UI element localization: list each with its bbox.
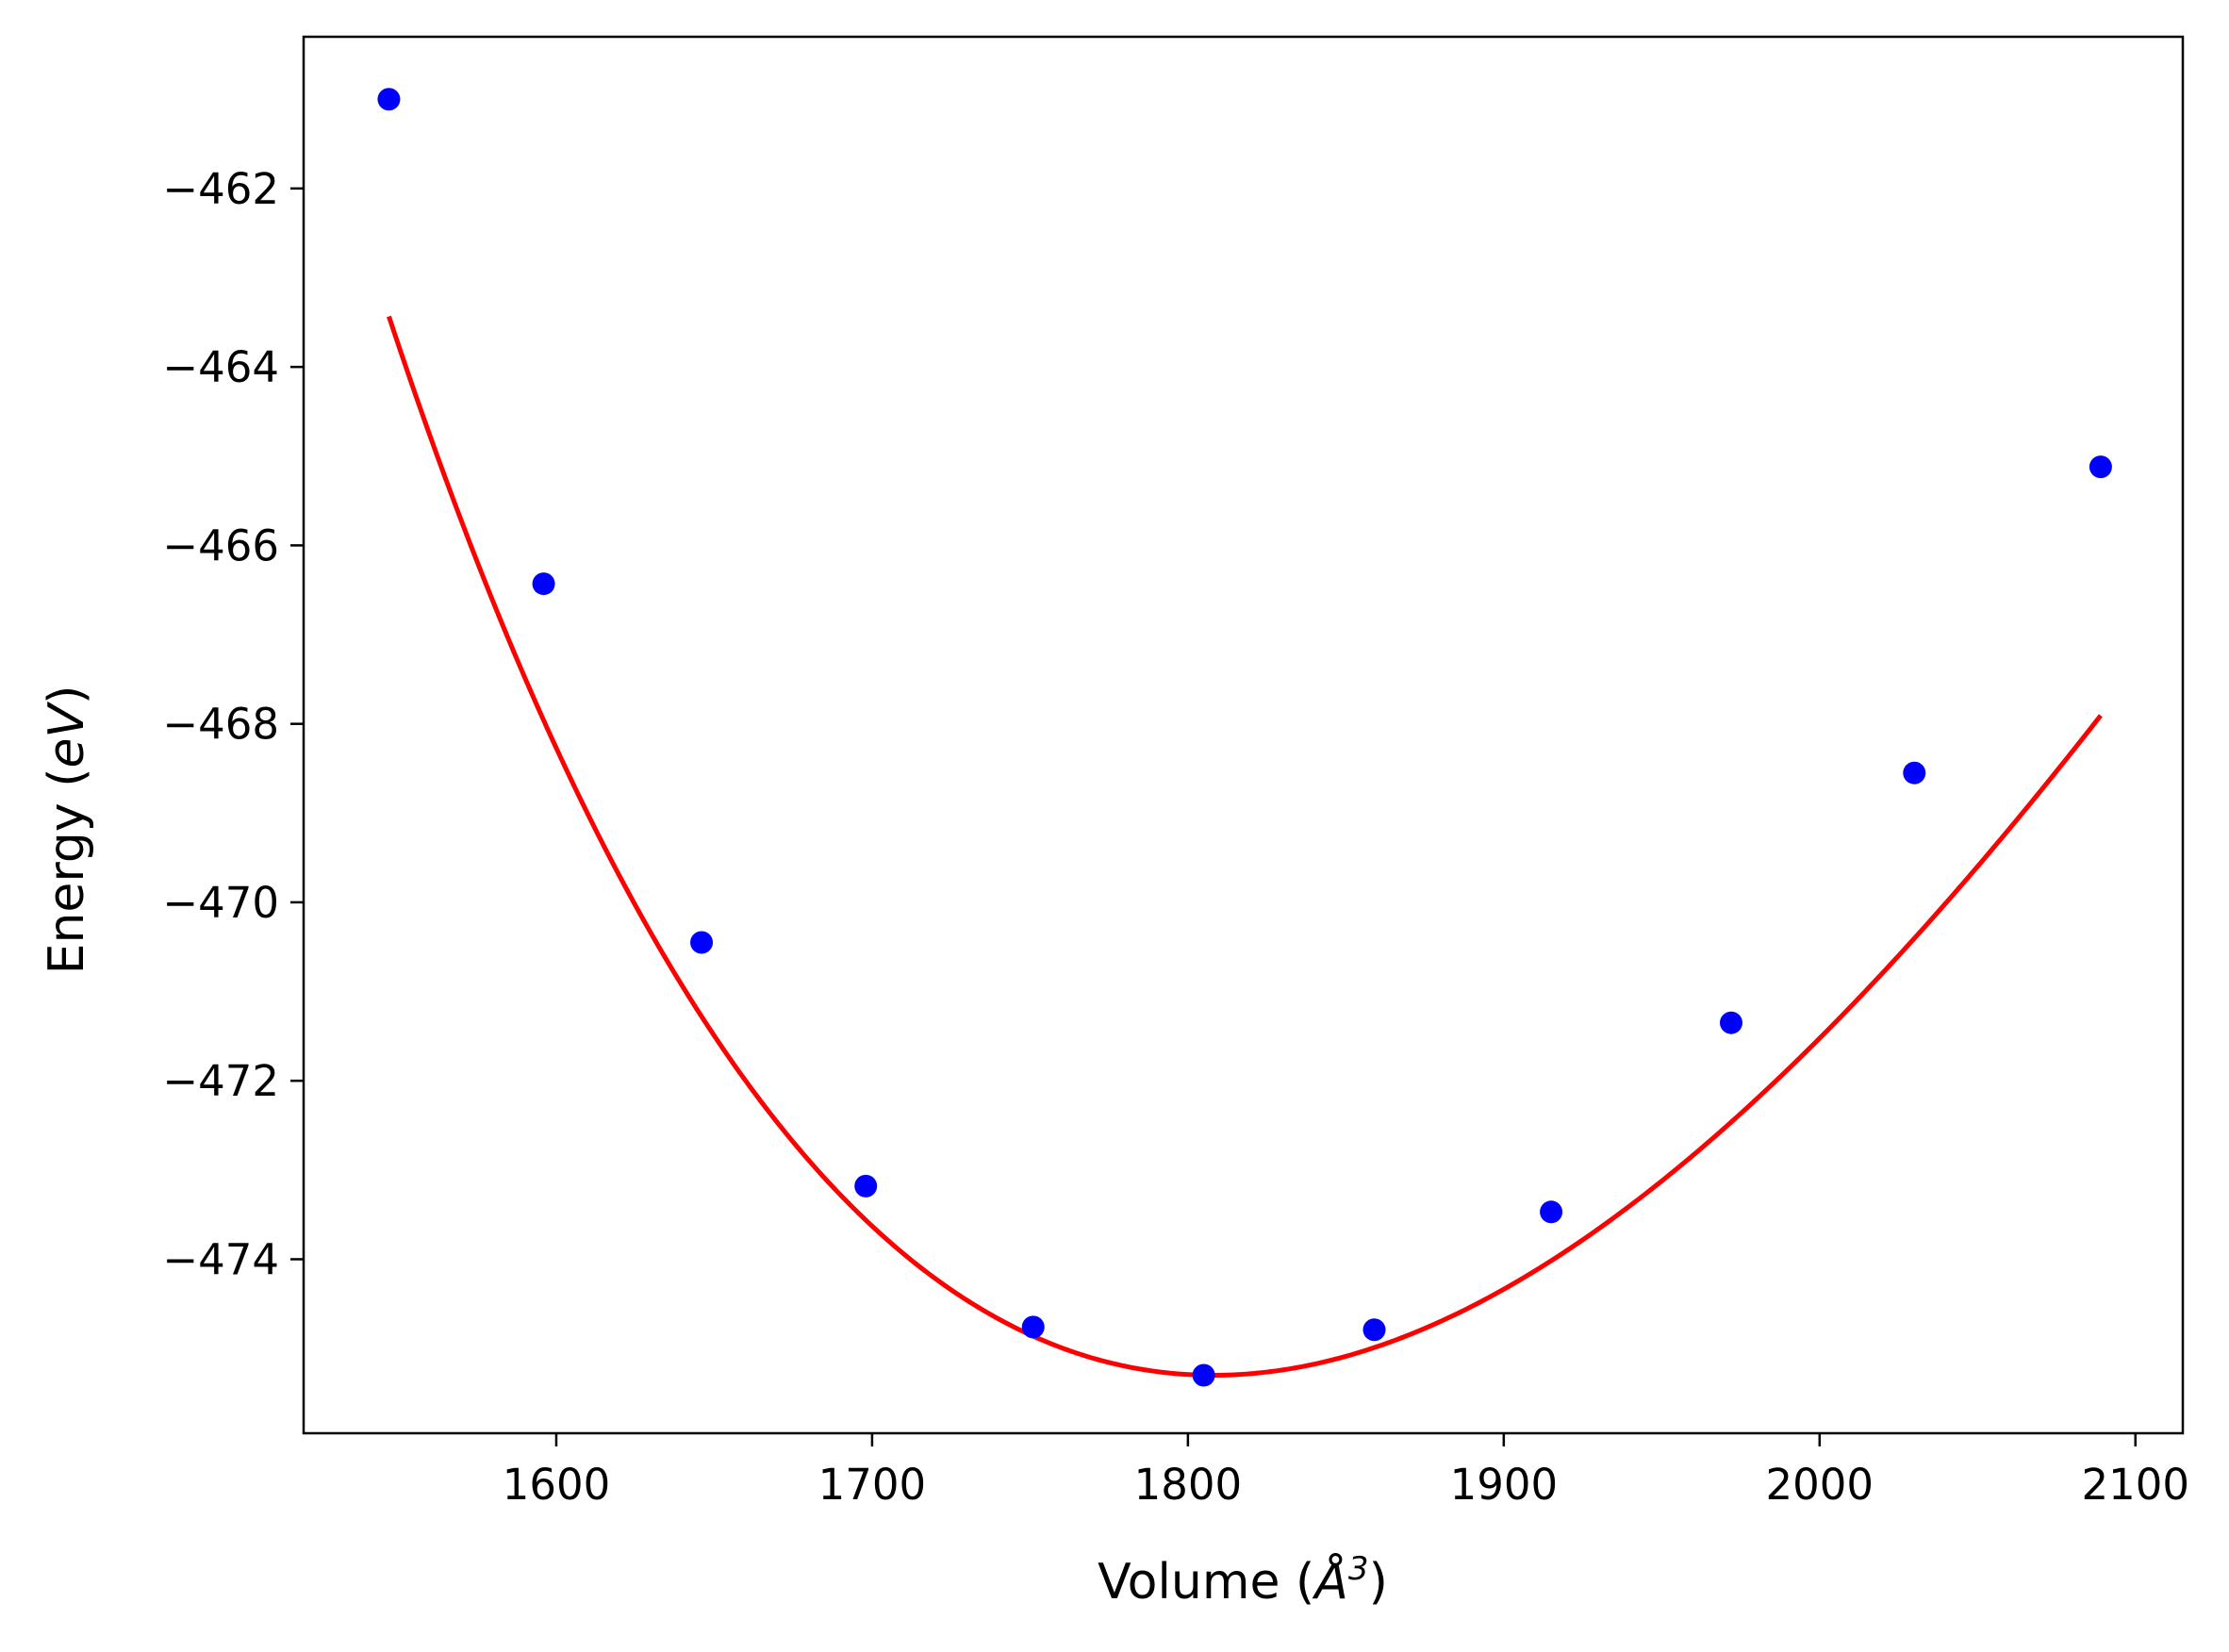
y-axis-label: Energy (eV) <box>39 686 95 975</box>
data-point <box>1903 761 1926 785</box>
data-point <box>2089 455 2112 479</box>
data-point <box>1720 1011 1743 1034</box>
x-tick-label: 2000 <box>1766 1460 1874 1510</box>
y-tick-label: −466 <box>162 520 279 570</box>
data-point <box>1192 1363 1215 1387</box>
data-point <box>1540 1200 1563 1224</box>
x-tick-label: 1700 <box>818 1460 927 1510</box>
data-point <box>690 931 714 954</box>
plot-frame <box>302 35 2185 1435</box>
x-tick-label: 1800 <box>1134 1460 1243 1510</box>
plot-content <box>377 88 2112 1387</box>
data-point <box>377 88 401 111</box>
y-tick-label: −474 <box>162 1234 279 1284</box>
y-axis-ticks: −462 −464 −466 −468 −470 −472 −474 <box>162 164 304 1284</box>
y-tick-label: −464 <box>162 342 279 392</box>
data-point <box>854 1174 878 1198</box>
x-axis-ticks: 1600 1700 1800 1900 2000 2100 <box>503 1433 2189 1510</box>
y-tick-label: −468 <box>162 700 279 750</box>
x-tick-label: 1600 <box>503 1460 611 1510</box>
x-axis-label: Volume (Å3) <box>1098 1550 1388 1611</box>
y-tick-label: −470 <box>162 878 279 928</box>
x-tick-label: 2100 <box>2081 1460 2189 1510</box>
data-point <box>1021 1315 1045 1339</box>
data-point <box>532 572 555 596</box>
y-tick-label: −462 <box>162 164 279 214</box>
data-point <box>1362 1318 1386 1342</box>
y-tick-label: −472 <box>162 1056 279 1106</box>
x-tick-label: 1900 <box>1450 1460 1559 1510</box>
fit-curve-line <box>387 315 2103 1378</box>
